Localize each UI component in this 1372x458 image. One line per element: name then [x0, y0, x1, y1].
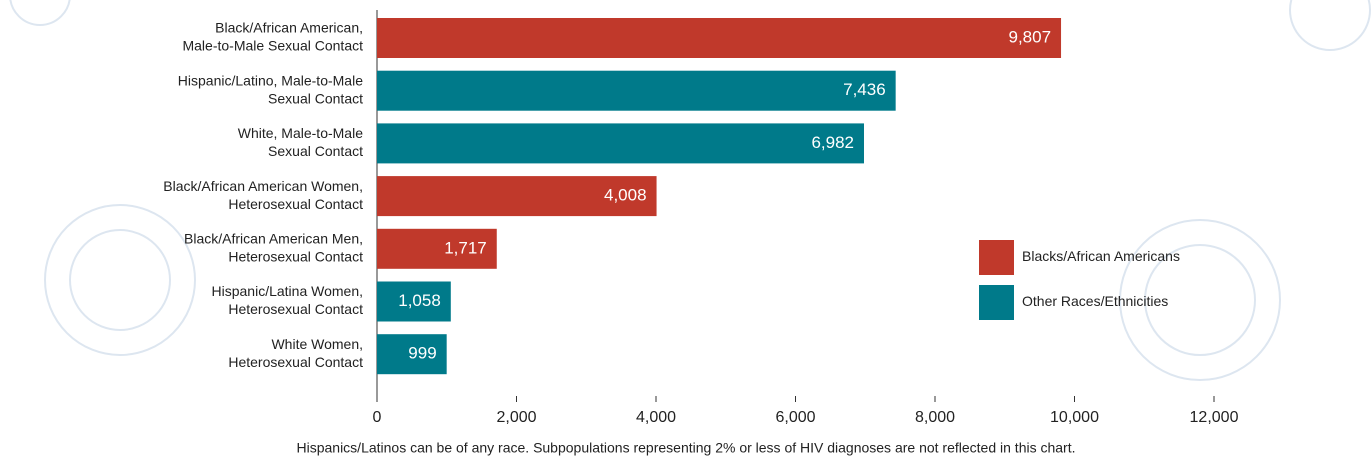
value-label: 999	[408, 344, 436, 363]
y-tick-label: Hispanic/Latina Women,	[212, 283, 363, 299]
x-tick-label: 0	[373, 409, 382, 426]
bar	[377, 281, 451, 322]
legend-label: Other Races/Ethnicities	[1022, 293, 1168, 309]
y-tick-label: Black/African American Men,	[184, 231, 363, 247]
y-tick-label: Sexual Contact	[268, 143, 363, 159]
x-tick-label: 2,000	[496, 409, 536, 426]
value-label: 1,717	[444, 238, 487, 257]
bar	[377, 228, 497, 269]
bar	[377, 70, 896, 111]
legend-swatch	[979, 285, 1014, 320]
x-tick-label: 8,000	[915, 409, 955, 426]
x-tick-label: 12,000	[1190, 409, 1239, 426]
y-tick-label: White, Male-to-Male	[238, 125, 363, 141]
bar	[377, 123, 864, 164]
x-tick-label: 4,000	[636, 409, 676, 426]
y-tick-label: White Women,	[271, 336, 363, 352]
y-tick-label: Hispanic/Latino, Male-to-Male	[178, 72, 363, 88]
y-tick-label: Black/African American,	[215, 20, 363, 36]
value-label: 9,807	[1008, 27, 1051, 46]
value-label: 6,982	[811, 133, 854, 152]
x-tick-label: 10,000	[1050, 409, 1099, 426]
value-label: 1,058	[398, 291, 441, 310]
legend-swatch	[979, 240, 1014, 275]
value-label: 7,436	[843, 80, 886, 99]
bar	[377, 176, 657, 217]
bar	[377, 18, 1062, 58]
y-tick-label: Black/African American Women,	[163, 178, 363, 194]
y-tick-label: Heterosexual Contact	[228, 249, 363, 265]
legend-label: Blacks/African Americans	[1022, 248, 1180, 264]
y-tick-label: Heterosexual Contact	[228, 301, 363, 317]
y-tick-label: Heterosexual Contact	[228, 354, 363, 370]
bar	[377, 334, 447, 375]
x-tick-label: 6,000	[775, 409, 815, 426]
footnote: Hispanics/Latinos can be of any race. Su…	[296, 440, 1075, 456]
y-tick-label: Heterosexual Contact	[228, 196, 363, 212]
background-decoration	[9, 0, 1371, 381]
value-label: 4,008	[604, 186, 647, 205]
y-tick-label: Sexual Contact	[268, 90, 363, 106]
y-tick-label: Male-to-Male Sexual Contact	[182, 38, 363, 54]
